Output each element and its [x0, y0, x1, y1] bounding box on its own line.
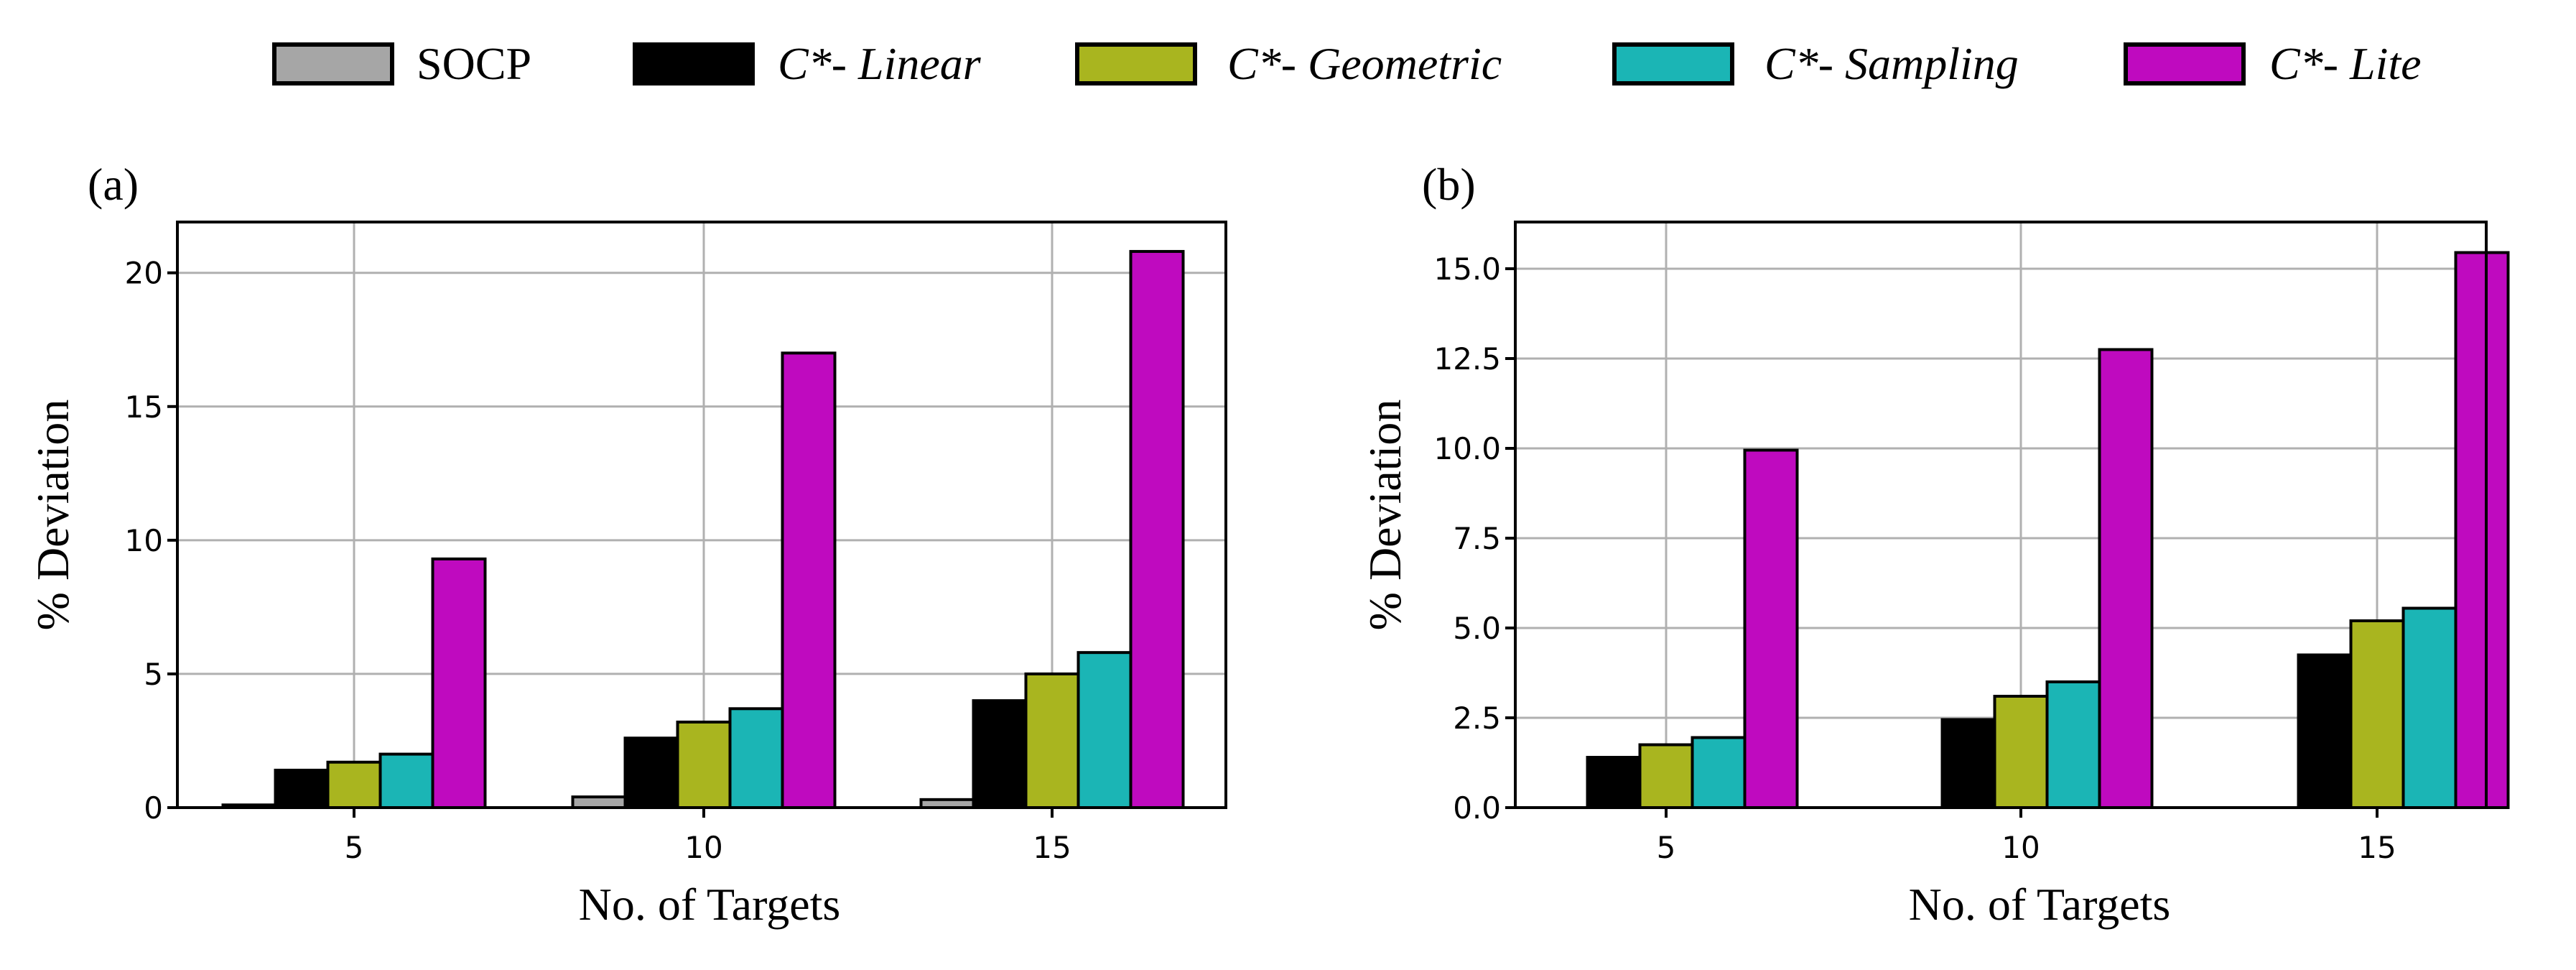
y-axis-label: % Deviation [27, 399, 78, 631]
x-tick-label: 10 [684, 830, 722, 865]
bar [1077, 651, 1133, 810]
y-tick-label: 15 [125, 389, 163, 425]
y-tick-label: 20 [125, 256, 163, 291]
legend-swatch [2124, 42, 2246, 86]
panel-label: (b) [1422, 159, 1476, 210]
y-tick-label: 0 [144, 790, 163, 826]
panel-label: (a) [88, 159, 139, 210]
x-tick-label: 15 [1033, 830, 1071, 865]
legend-swatch [633, 42, 755, 86]
bar [2098, 348, 2154, 809]
legend-entry: C*- Sampling [1612, 38, 2019, 89]
bar [623, 736, 679, 810]
legend: SOCP C*- Linear C*- Geometric C*- Sampling C… [272, 38, 2422, 89]
legend-swatch [1075, 42, 1197, 86]
bar [2349, 619, 2405, 809]
plot-frame [1514, 221, 2488, 809]
bar [1024, 672, 1080, 809]
bar [431, 557, 487, 809]
x-axis-label: No. of Targets [579, 879, 841, 930]
x-tick-label: 5 [1657, 830, 1676, 865]
bar [2454, 251, 2510, 809]
bar [676, 720, 732, 810]
y-tick-label: 2.5 [1453, 701, 1501, 736]
bar [1586, 756, 1642, 809]
bar [728, 707, 784, 809]
panel-a: (a) 0 5 10 15 20 5 10 15 No. of Targets % Deviatio… [27, 159, 1227, 930]
bar [1638, 743, 1694, 809]
bar [2401, 606, 2458, 809]
legend-label: C*- Lite [2269, 38, 2422, 89]
y-tick-label: 10 [125, 523, 163, 558]
bar [326, 760, 382, 809]
x-tick-label: 15 [2358, 830, 2396, 865]
y-tick-label: 7.5 [1453, 521, 1501, 556]
bar [378, 752, 434, 810]
x-axis-label: No. of Targets [1909, 879, 2171, 930]
x-tick-label: 10 [2001, 830, 2040, 865]
bar [1129, 249, 1185, 809]
legend-label: C*- Sampling [1764, 38, 2019, 89]
bar [274, 768, 330, 809]
legend-entry: SOCP [272, 38, 531, 89]
y-tick-label: 5.0 [1453, 611, 1501, 646]
y-tick-label: 12.5 [1433, 341, 1501, 377]
bar [571, 795, 627, 809]
legend-label: C*- Geometric [1227, 38, 1502, 89]
panel-b: (b) 0.0 2.5 5.0 7.5 10.0 12.5 15.0 5 10 15 No. of T… [1359, 159, 2510, 930]
bar [1691, 736, 1747, 809]
y-tick-label: 5 [144, 657, 163, 692]
plot-frame [176, 221, 1227, 809]
y-tick-label: 10.0 [1433, 431, 1501, 466]
bar [1743, 448, 1799, 809]
legend-entry: C*- Lite [2124, 38, 2422, 89]
y-axis-label: % Deviation [1359, 399, 1410, 631]
y-tick-label: 0.0 [1453, 790, 1501, 826]
x-tick-label: 5 [345, 830, 364, 865]
legend-entry: C*- Linear [633, 38, 982, 89]
legend-label: SOCP [417, 38, 531, 89]
bar [1940, 718, 1996, 809]
bar [1993, 695, 2049, 809]
legend-swatch [272, 42, 394, 86]
bar [2045, 680, 2101, 809]
bar [781, 351, 837, 809]
bar [972, 699, 1028, 809]
legend-entry: C*- Geometric [1075, 38, 1502, 89]
legend-label: C*- Linear [778, 38, 982, 89]
bar [2297, 653, 2353, 809]
y-tick-label: 15.0 [1433, 251, 1501, 287]
legend-swatch [1612, 42, 1734, 86]
